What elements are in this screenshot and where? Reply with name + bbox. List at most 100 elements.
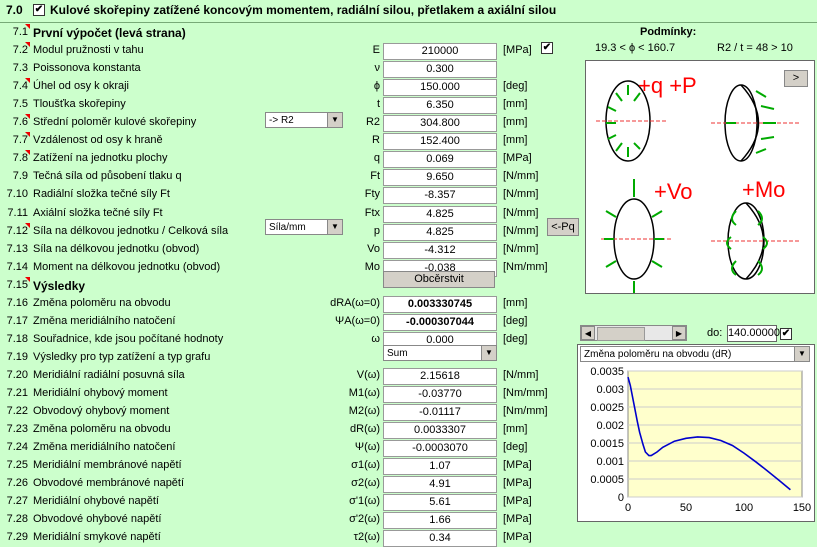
- row-unit: [deg]: [503, 80, 528, 93]
- row-value-input[interactable]: -0.000307044: [383, 313, 497, 331]
- table-row: 7.25 Meridiální membránové napětí σ1(ω) 1.0…: [0, 457, 560, 476]
- pq-button[interactable]: <-Pq: [547, 218, 579, 236]
- header-checkbox[interactable]: ✔: [33, 4, 45, 16]
- row-value-input[interactable]: 210000: [383, 43, 497, 61]
- table-row: 7.9 Tečná síla od působení tlaku q Ft 9.650…: [0, 168, 560, 187]
- e-checkbox[interactable]: ✔: [541, 42, 553, 54]
- row-value-input[interactable]: 4.825: [383, 205, 497, 223]
- do-checkbox[interactable]: ✔: [780, 328, 792, 340]
- row-symbol: p: [373, 224, 380, 237]
- row-value-input[interactable]: 152.400: [383, 133, 497, 151]
- row-label: Výsledky: [33, 278, 86, 293]
- table-row: 7.28 Obvodové ohybové napětí σ'2(ω) 1.66 [MP…: [0, 511, 560, 530]
- chevron-down-icon[interactable]: ▼: [794, 347, 809, 361]
- scroll-thumb[interactable]: [597, 327, 645, 341]
- row-unit: [mm]: [503, 134, 528, 147]
- x-tick-label: 150: [793, 502, 811, 514]
- row-value-input[interactable]: 150.000: [383, 79, 497, 97]
- row-symbol: τ2(ω): [353, 531, 380, 544]
- row-unit: [MPa]: [503, 152, 532, 165]
- row-value-input[interactable]: 2.15618: [383, 367, 497, 385]
- row-unit: [MPa]: [503, 531, 532, 544]
- row-value-input[interactable]: 1.66: [383, 512, 497, 530]
- row-number: 7.6: [12, 116, 28, 129]
- y-tick-label: 0.0035: [590, 366, 624, 378]
- row-symbol: Mo: [364, 260, 380, 273]
- table-row: 7.16 Změna poloměru na obvodu dRA(ω=0) 0.00…: [0, 295, 560, 313]
- row-label: Změna poloměru na obvodu: [33, 423, 171, 436]
- row-value-input[interactable]: -8.357: [383, 187, 497, 205]
- row-label: Tloušťka skořepiny: [33, 98, 126, 111]
- refresh-button[interactable]: Obcěrstvit: [383, 271, 495, 288]
- row-unit: [MPa]: [503, 477, 532, 490]
- row-value-input[interactable]: 0.069: [383, 151, 497, 169]
- row-value-input[interactable]: 5.61: [383, 494, 497, 512]
- chart-type-select[interactable]: Změna poloměru na obvodu (dR) ▼: [580, 346, 810, 362]
- row-number: 7.18: [6, 332, 28, 345]
- row-value-input[interactable]: -0.0003070: [383, 440, 497, 458]
- row-number: 7.21: [6, 387, 28, 399]
- label-vo: +Vo: [654, 179, 693, 204]
- next-button[interactable]: >: [784, 70, 808, 87]
- force-type-value: Síla/mm: [269, 222, 306, 233]
- row-number: 7.9: [12, 170, 28, 183]
- row-number: 7.5: [12, 98, 28, 111]
- scroll-left-icon[interactable]: ◀: [581, 326, 595, 340]
- row-number: 7.28: [6, 513, 28, 526]
- row-value-input[interactable]: 4.91: [383, 476, 497, 494]
- row-value-input[interactable]: 0.0033307: [383, 422, 497, 440]
- row-unit: [mm]: [503, 296, 528, 309]
- row-number: 7.25: [6, 459, 28, 472]
- row-number: 7.2: [12, 44, 28, 57]
- row-symbol: t: [376, 98, 380, 111]
- condition-angle: 19.3 < ϕ < 160.7: [595, 42, 676, 54]
- row-value-input[interactable]: 304.800: [383, 115, 497, 133]
- chevron-down-icon[interactable]: ▼: [481, 346, 496, 360]
- comment-marker: [25, 24, 30, 29]
- row-value-input[interactable]: 0.300: [383, 61, 497, 79]
- row-unit: [deg]: [503, 332, 528, 345]
- table-row: 7.21 Meridiální ohybový moment M1(ω) -0.037…: [0, 385, 560, 403]
- row-number: 7.15: [6, 278, 28, 291]
- row-value-input[interactable]: -0.03770: [383, 386, 497, 403]
- scroll-right-icon[interactable]: ▶: [672, 326, 686, 340]
- table-row: 7.14 Moment na délkovou jednotku (obvod) M…: [0, 259, 560, 277]
- row-value-input[interactable]: 9.650: [383, 169, 497, 187]
- row-value-input[interactable]: 4.825: [383, 223, 497, 241]
- comment-marker: [25, 78, 30, 84]
- row-unit: [N/mm]: [503, 242, 539, 255]
- row-symbol: M2(ω): [348, 405, 380, 418]
- chevron-down-icon[interactable]: ▼: [327, 220, 342, 234]
- comment-marker: [25, 150, 30, 156]
- omega-scrollbar[interactable]: ◀ ▶: [580, 325, 687, 341]
- row-symbol: ν: [374, 62, 381, 75]
- results-select[interactable]: Sum ▼: [383, 345, 497, 361]
- row-label: Síla na délkovou jednotku / Celková síla: [33, 224, 229, 237]
- row-value-input[interactable]: 0.003330745: [383, 295, 497, 313]
- row-label: Poissonova konstanta: [33, 62, 141, 75]
- row-number: 7.27: [6, 495, 28, 508]
- row-label: Meridiální smykové napětí: [33, 531, 161, 544]
- row-value-input[interactable]: 0.34: [383, 530, 497, 547]
- row-label: Radiální složka tečné síly Ft: [33, 188, 170, 201]
- row-label: Obvodový ohybový moment: [33, 405, 170, 418]
- row-value-input[interactable]: 1.07: [383, 458, 497, 476]
- row-label: Změna poloměru na obvodu: [33, 296, 171, 309]
- table-row: 7.1 První výpočet (levá strana): [0, 24, 560, 42]
- table-row: 7.22 Obvodový ohybový moment M2(ω) -0.01117…: [0, 403, 560, 422]
- row-unit: [MPa]: [503, 495, 532, 508]
- row-number: 7.16: [6, 296, 28, 309]
- results-select-value: Sum: [387, 348, 408, 359]
- r2-select[interactable]: -> R2 ▼: [265, 112, 343, 128]
- force-type-select[interactable]: Síla/mm ▼: [265, 219, 343, 235]
- row-value-input[interactable]: -4.312: [383, 241, 497, 259]
- row-value-input[interactable]: 6.350: [383, 97, 497, 115]
- row-value-input[interactable]: -0.01117: [383, 404, 497, 422]
- table-row: 7.19 Výsledky pro typ zatížení a typ graf…: [0, 349, 560, 367]
- row-label: Souřadnice, kde jsou počítané hodnoty: [33, 332, 224, 345]
- chevron-down-icon[interactable]: ▼: [327, 113, 342, 127]
- row-symbol: R: [372, 134, 380, 147]
- y-tick-label: 0.0025: [590, 402, 624, 414]
- do-value-input[interactable]: 140.00000: [727, 325, 780, 342]
- row-unit: [Nm/mm]: [503, 405, 548, 418]
